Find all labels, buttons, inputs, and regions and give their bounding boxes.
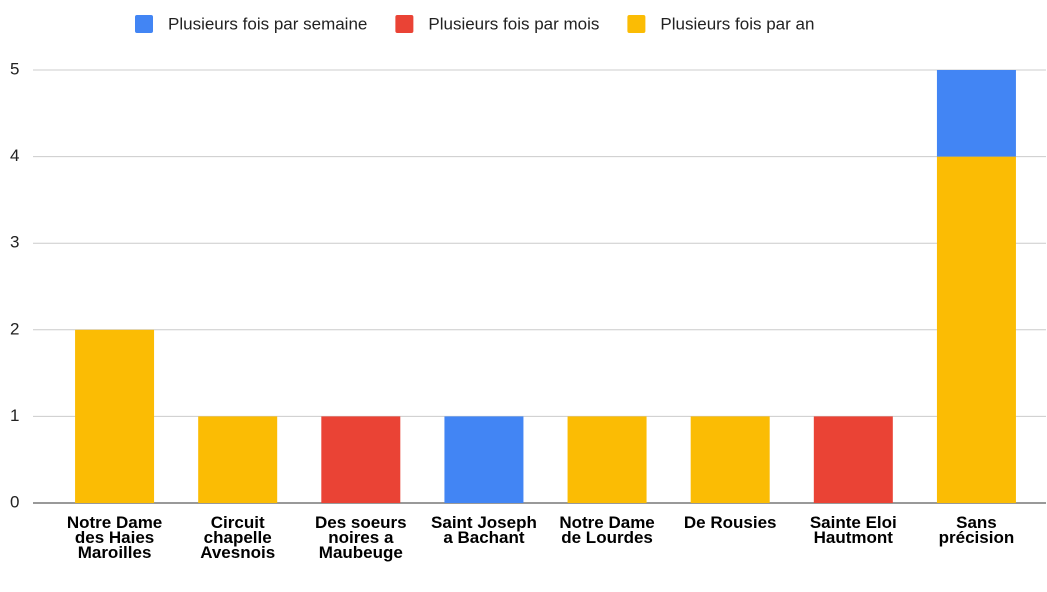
bar-segment — [813, 416, 893, 503]
y-tick-label: 5 — [10, 59, 19, 78]
bar-segment — [75, 329, 155, 503]
x-tick-label: Notre Dame de Lourdes — [559, 513, 655, 547]
bar-segment — [444, 416, 524, 503]
bar-segment — [936, 156, 1016, 503]
x-tick-label: Des soeurs noires a Maubeuge — [314, 513, 407, 562]
legend-swatch — [395, 15, 414, 33]
y-tick-label: 4 — [10, 146, 19, 165]
legend-swatch — [627, 15, 646, 33]
legend-label: Plusieurs fois par mois — [428, 14, 599, 33]
bar-segment — [936, 70, 1016, 157]
x-tick-label: Circuit chapelle Avesnois — [200, 513, 276, 562]
x-tick-label: Saint Joseph a Bachant — [431, 513, 537, 547]
bar-segment — [321, 416, 401, 503]
x-tick-label: Sans précision — [938, 513, 1015, 547]
bar-segment — [198, 416, 278, 503]
legend-label: Plusieurs fois par semaine — [168, 14, 367, 33]
x-tick-label: Sainte Eloi Hautmont — [809, 513, 897, 547]
x-tick-label: Notre Dame des Haies Maroilles — [66, 513, 163, 562]
y-tick-label: 3 — [10, 233, 19, 252]
legend-label: Plusieurs fois par an — [660, 14, 814, 33]
x-tick-label: De Rousies — [683, 513, 777, 532]
y-tick-label: 0 — [10, 492, 19, 511]
y-tick-label: 2 — [10, 319, 19, 338]
y-tick-label: 1 — [10, 406, 19, 425]
legend-swatch — [135, 15, 153, 33]
bar-segment — [567, 416, 647, 503]
bar-segment — [690, 416, 770, 503]
